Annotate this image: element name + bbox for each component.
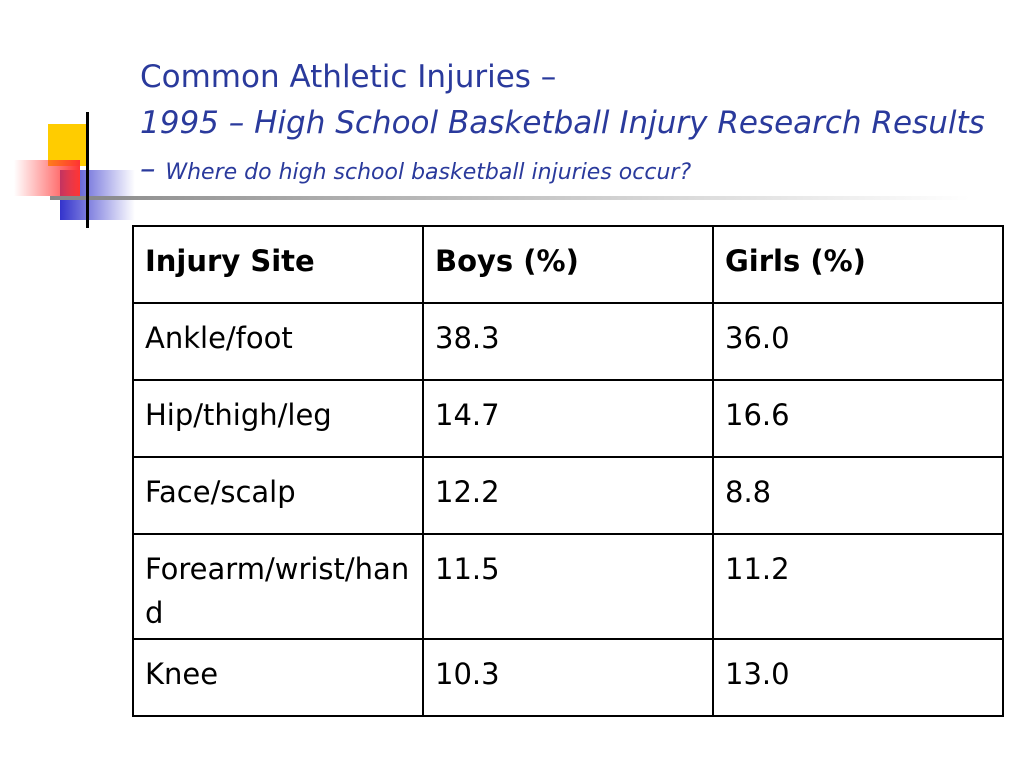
- table-row: Forearm/wrist/hand 11.5 11.2: [132, 533, 1004, 640]
- table-cell: 16.6: [712, 379, 1004, 458]
- vertical-rule: [86, 112, 89, 228]
- title-line: Common Athletic Injuries –: [140, 59, 557, 95]
- table-cell: 10.3: [422, 638, 714, 717]
- table-cell: Hip/thigh/leg: [132, 379, 424, 458]
- table-cell: 13.0: [712, 638, 1004, 717]
- question: Where do high school basketball injuries…: [165, 160, 692, 185]
- table: Injury Site Boys (%) Girls (%) Ankle/foot 3…: [132, 225, 1004, 717]
- table-row: Face/scalp 12.2 8.8: [132, 456, 1004, 535]
- red-bar: [14, 160, 80, 196]
- header-row: Injury Site Boys (%) Girls (%): [132, 225, 1004, 304]
- table-cell: 11.2: [712, 533, 1004, 640]
- table-row: Knee 10.3 13.0: [132, 638, 1004, 717]
- header-cell: Injury Site: [132, 225, 424, 304]
- table-cell: 36.0: [712, 302, 1004, 381]
- table-cell: 14.7: [422, 379, 714, 458]
- table-cell: 11.5: [422, 533, 714, 640]
- table-cell: 8.8: [712, 456, 1004, 535]
- table-body: Ankle/foot 38.3 36.0 Hip/thigh/leg 14.7 16.6 F…: [132, 302, 1004, 717]
- title: Common Athletic Injuries – 1995 – High S…: [140, 54, 1000, 196]
- table-cell: Forearm/wrist/hand: [132, 533, 424, 640]
- table-row: Hip/thigh/leg 14.7 16.6: [132, 379, 1004, 458]
- subtitle: 1995 – High School Basketball Injury Res…: [140, 105, 985, 187]
- table-row: Ankle/foot 38.3 36.0: [132, 302, 1004, 381]
- rule: [50, 196, 970, 200]
- table-cell: Knee: [132, 638, 424, 717]
- table-cell: 38.3: [422, 302, 714, 381]
- header-cell: Boys (%): [422, 225, 714, 304]
- table-cell: 12.2: [422, 456, 714, 535]
- table-cell: Face/scalp: [132, 456, 424, 535]
- header-cell: Girls (%): [712, 225, 1004, 304]
- table-cell: Ankle/foot: [132, 302, 424, 381]
- yellow-square: [48, 124, 88, 166]
